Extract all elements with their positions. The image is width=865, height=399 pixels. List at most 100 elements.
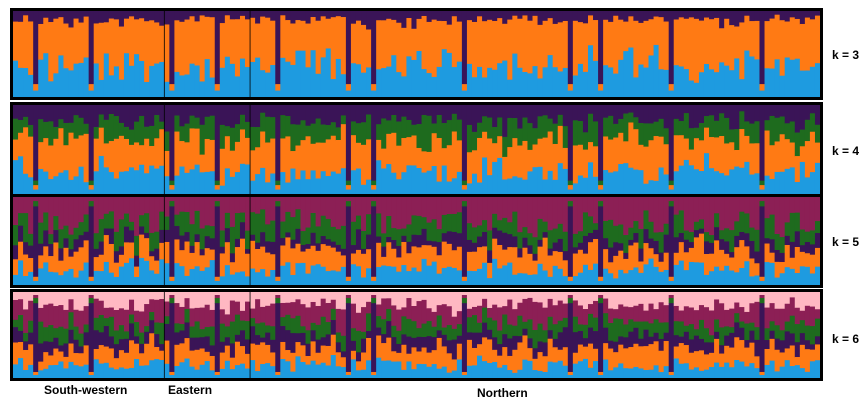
bar-segment-k4-ind125-navy [643, 105, 650, 124]
bar-segment-k5-ind101-green [522, 227, 529, 239]
bar-segment-k4-ind28-blue [154, 168, 160, 195]
bar-segment-k6-ind28-blue [154, 359, 160, 379]
bar-segment-k6-ind147-pink [754, 292, 761, 303]
bar-segment-k4-ind95-green [492, 126, 498, 144]
bar-segment-k4-ind97-green [502, 136, 508, 158]
bar-segment-k5-ind140-maroon [719, 197, 725, 231]
bar-segment-k6-ind118-navy [608, 340, 614, 349]
bar-segment-k3-ind139-blue [714, 72, 720, 98]
bar-segment-k4-ind60-green [315, 118, 322, 143]
bar-segment-k3-ind105-orange [542, 20, 549, 68]
bar-segment-k3-ind120-blue [618, 59, 624, 98]
bar-segment-k5-ind108-green [557, 223, 564, 240]
bar-segment-k5-ind114-orange [587, 242, 594, 271]
bar-segment-k6-ind138-orange [709, 352, 715, 368]
bar-segment-k3-ind19-orange [108, 18, 115, 76]
bar-segment-k4-ind64-blue [335, 173, 342, 195]
bar-segment-k5-ind154-maroon [789, 197, 796, 214]
bar-segment-k5-ind76-green [396, 229, 402, 247]
bar-segment-k6-ind55-green [290, 318, 297, 334]
bar-segment-k4-ind41-navy [219, 105, 226, 126]
bar-segment-k6-ind122-green [628, 319, 634, 333]
bar-segment-k4-ind127-blue [653, 180, 660, 195]
bar-segment-k3-ind47-orange [250, 17, 256, 63]
bar-segment-k6-ind23-green [129, 314, 135, 324]
bar-segment-k5-ind60-navy [315, 243, 322, 252]
bar-segment-k5-ind117-blue [603, 268, 609, 286]
bar-segment-k6-ind69-maroon [361, 307, 367, 333]
bar-segment-k6-ind108-blue [557, 360, 564, 379]
bar-segment-k6-ind115-maroon [593, 300, 599, 318]
bar-segment-k6-ind21-navy [118, 339, 125, 351]
bar-segment-k5-ind40-blue [214, 280, 221, 286]
bar-segment-k6-ind144-maroon [739, 307, 745, 322]
bar-segment-k5-ind39-blue [209, 260, 216, 286]
bar-segment-k4-ind96-orange [497, 136, 503, 159]
bar-segment-k4-ind122-navy [628, 105, 634, 113]
bar-segment-k5-ind88-navy [456, 233, 463, 248]
bar-segment-k6-ind69-orange [361, 352, 367, 371]
bar-segment-k4-ind140-orange [719, 136, 725, 174]
bar-segment-k5-ind41-blue [219, 276, 226, 286]
bar-segment-k3-ind150-blue [769, 68, 776, 98]
bar-segment-k3-ind2-blue [23, 68, 29, 98]
bar-segment-k5-ind48-navy [255, 242, 261, 250]
bar-segment-k6-ind118-blue [608, 370, 614, 379]
bar-segment-k4-ind74-green [386, 120, 392, 135]
bar-segment-k6-ind91-blue [471, 365, 478, 379]
bar-segment-k6-ind57-green [300, 326, 307, 334]
bar-segment-k5-ind78-orange [406, 253, 413, 272]
bar-segment-k5-ind121-blue [623, 273, 629, 286]
bar-segment-k3-ind78-blue [406, 56, 413, 98]
bar-segment-k5-ind96-green [497, 220, 503, 231]
bar-segment-k5-ind126-orange [648, 248, 655, 259]
bar-segment-k6-ind31-maroon [169, 295, 175, 299]
bar-segment-k5-ind98-navy [507, 234, 513, 248]
bar-segment-k5-ind117-green [603, 220, 609, 239]
bar-segment-k6-ind120-navy [618, 336, 624, 346]
bar-segment-k4-ind103-orange [532, 144, 539, 168]
bar-segment-k5-ind131-navy [673, 237, 680, 254]
bar-segment-k4-ind95-navy [492, 105, 498, 128]
bar-segment-k5-ind22-navy [123, 226, 130, 243]
bar-segment-k3-ind36-navy [194, 11, 201, 22]
bar-segment-k5-ind131-blue [673, 264, 680, 286]
bar-segment-k6-ind103-blue [532, 370, 539, 379]
bar-segment-k5-ind75-navy [391, 240, 397, 250]
bar-segment-k5-ind133-maroon [683, 197, 690, 231]
bar-segment-k5-ind144-blue [739, 268, 745, 286]
bar-segment-k4-ind2-blue [23, 173, 29, 195]
bar-segment-k6-ind31-orange [169, 371, 175, 376]
bar-segment-k6-ind22-green [123, 331, 130, 340]
bar-segment-k3-ind100-orange [517, 18, 524, 69]
bar-segment-k5-ind91-navy [471, 242, 478, 253]
bar-segment-k3-ind20-orange [113, 19, 120, 67]
bar-segment-k6-ind157-orange [804, 349, 811, 373]
bar-segment-k4-ind48-navy [255, 105, 261, 128]
bar-segment-k6-ind67-green [350, 328, 357, 342]
bar-segment-k5-ind42-navy [224, 228, 231, 243]
bar-segment-k6-ind29-orange [159, 350, 165, 361]
bar-segment-k5-ind86-orange [446, 243, 453, 268]
bar-segment-k4-ind106-green [547, 118, 554, 132]
bar-segment-k4-ind111-green [572, 120, 579, 146]
bar-segment-k6-ind133-blue [683, 363, 690, 379]
bar-segment-k4-ind136-green [698, 123, 705, 141]
bar-segment-k5-ind54-green [285, 211, 291, 233]
bar-segment-k3-ind142-blue [729, 70, 735, 98]
bar-segment-k6-ind3-pink [28, 292, 34, 302]
bar-segment-k6-ind53-orange [280, 341, 286, 360]
bar-segment-k5-ind51-green [270, 220, 276, 243]
bar-segment-k6-ind110-blue [567, 374, 574, 379]
bar-segment-k5-ind128-maroon [658, 197, 665, 233]
bar-segment-k5-ind82-maroon [426, 197, 433, 224]
bar-segment-k5-ind120-orange [618, 250, 624, 271]
bar-segment-k5-ind72-orange [376, 242, 382, 268]
bar-segment-k6-ind104-pink [537, 292, 544, 303]
bar-segment-k6-ind18-blue [103, 362, 110, 379]
bar-segment-k4-ind151-blue [774, 171, 781, 195]
bar-segment-k5-ind87-orange [451, 250, 458, 269]
bar-segment-k5-ind40-navy [214, 206, 221, 278]
bar-segment-k6-ind26-maroon [144, 304, 150, 327]
bar-segment-k4-ind157-orange [804, 141, 811, 178]
